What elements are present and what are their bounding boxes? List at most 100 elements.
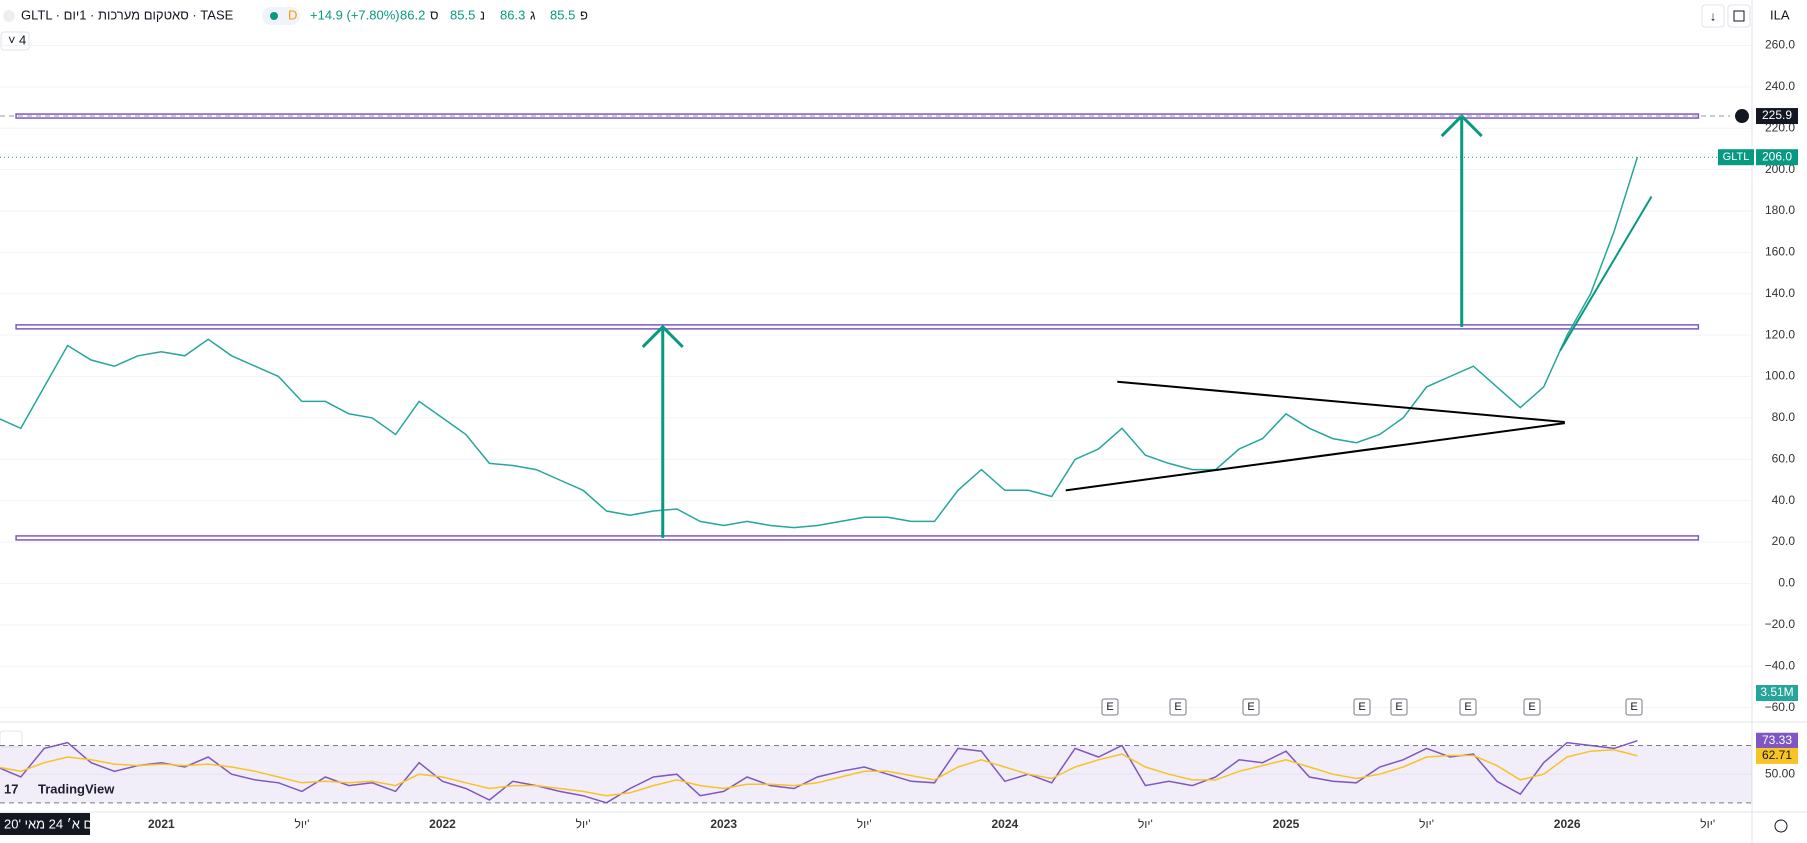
earnings-marker[interactable] <box>1390 698 1408 716</box>
y-tick-label: −40.0 <box>1765 658 1796 672</box>
earnings-label: E <box>1358 701 1365 713</box>
y-tick-label: 50.00 <box>1765 766 1795 780</box>
earnings-marker[interactable] <box>1353 698 1371 716</box>
ohlc-price: 85.5 <box>550 7 575 22</box>
earnings-marker[interactable] <box>1459 698 1477 716</box>
symbol-logo <box>3 10 15 22</box>
earnings-marker[interactable] <box>1101 698 1119 716</box>
y-tick-label: 200.0 <box>1765 162 1795 176</box>
y-tick-label: 160.0 <box>1765 245 1795 259</box>
symbol-badge-bg <box>1718 149 1754 166</box>
ohlc-price: 86.3 <box>500 7 525 22</box>
level-line <box>15 324 1700 330</box>
trendline <box>1065 422 1565 492</box>
volume-badge-bg <box>1756 685 1798 701</box>
y-tick-label: 60.0 <box>1772 451 1796 465</box>
x-tick-label: יול' <box>576 817 591 831</box>
rsi-line <box>0 749 1638 797</box>
download-icon: ↓ <box>1710 8 1717 23</box>
settings-icon[interactable] <box>1774 819 1788 833</box>
rsi-badge: 73.33 <box>1762 733 1792 747</box>
fullscreen-icon <box>1733 10 1745 22</box>
earnings-label: E <box>1528 701 1535 713</box>
x-tick-label: יול' <box>1700 817 1715 831</box>
rsi-collapse[interactable] <box>0 730 23 748</box>
y-tick-label: 100.0 <box>1765 369 1795 383</box>
price-line <box>0 156 1639 529</box>
chevron: ˅ <box>8 32 16 47</box>
crosshair-date-bg <box>0 813 90 835</box>
ohlc-price: 85.5 <box>450 7 475 22</box>
trendline <box>1559 196 1653 352</box>
status-dot <box>270 12 278 20</box>
ohlc: 86.2 ס 85.5 נ 86.3 ג 85.5 פ <box>400 7 588 22</box>
y-tick-label: 40.0 <box>1772 493 1796 507</box>
x-tick-label: 2023 <box>710 817 737 831</box>
rsi-badge-bg <box>1756 747 1798 764</box>
fullscreen-button[interactable] <box>1727 4 1751 28</box>
x-tick-label: 2021 <box>148 817 175 831</box>
logo-mark: 17 <box>4 781 18 796</box>
x-tick-label: יול' <box>857 817 872 831</box>
ohlc-price: 86.2 <box>400 7 425 22</box>
x-tick-label: 2024 <box>991 817 1018 831</box>
symbol-line[interactable]: GLTL · סאטקום מערכות · 1יום · TASE <box>21 7 234 22</box>
y-tick-label: 260.0 <box>1765 38 1795 52</box>
y-tick-label: 240.0 <box>1765 79 1795 93</box>
y-tick-label: 0.0 <box>1778 576 1795 590</box>
change: +14.9 (+7.80%) <box>310 7 400 22</box>
earnings-label: E <box>1174 701 1181 713</box>
x-tick-label: יול' <box>294 817 309 831</box>
rsi-badge: 62.71 <box>1762 748 1792 762</box>
earnings-label: E <box>1464 701 1471 713</box>
ohlc-letter: ג <box>530 7 536 22</box>
earnings-marker[interactable] <box>1625 698 1643 716</box>
y-tick-label: −20.0 <box>1765 617 1796 631</box>
earnings-label: E <box>1395 701 1402 713</box>
y-tick-label: 20.0 <box>1772 534 1796 548</box>
earnings-label: E <box>1106 701 1113 713</box>
add-alert[interactable] <box>1735 109 1749 124</box>
status-pill <box>262 7 300 25</box>
x-tick-label: יול' <box>1419 817 1434 831</box>
x-tick-label: 2022 <box>429 817 456 831</box>
y-tick-label: 180.0 <box>1765 203 1795 217</box>
last-price-badge-bg <box>1756 149 1798 166</box>
last-price-badge: 206.0 <box>1762 149 1792 163</box>
volume-badge: 3.51M <box>1760 685 1793 699</box>
level-badge-bg <box>1756 108 1798 125</box>
logo-text: TradingView <box>38 781 115 796</box>
header: GLTL · סאטקום מערכות · 1יום · TASE D +14… <box>0 4 1790 51</box>
ohlc-letter: פ <box>580 7 588 22</box>
earnings-marker[interactable] <box>1242 698 1260 716</box>
level-line <box>15 113 1700 119</box>
x-tick-label: יול' <box>1138 817 1153 831</box>
earnings-label: E <box>1247 701 1254 713</box>
rsi-badge-bg <box>1756 732 1798 749</box>
y-tick-label: 120.0 <box>1765 327 1795 341</box>
level-line <box>15 535 1700 541</box>
indicators-count: 4 <box>19 32 26 47</box>
symbol-badge: GLTL <box>1723 151 1750 163</box>
y-tick-label: 80.0 <box>1772 410 1796 424</box>
ohlc-letter: ס <box>430 7 439 22</box>
currency[interactable]: ILA <box>1770 7 1790 22</box>
download-button[interactable] <box>1701 4 1725 28</box>
interval-badge: D <box>288 7 297 22</box>
y-tick-label: −60.0 <box>1765 700 1796 714</box>
logo: 17 TradingView <box>4 781 115 796</box>
x-tick-label: 2025 <box>1273 817 1300 831</box>
level-badge: 225.9 <box>1762 108 1792 122</box>
earnings-marker[interactable] <box>1169 698 1187 716</box>
arrow-head <box>641 324 684 348</box>
rsi-band-fill <box>0 745 1752 803</box>
y-tick-label: 140.0 <box>1765 286 1795 300</box>
crosshair-date: יום א׳ 24 מאי '20 <box>4 816 99 831</box>
trendline <box>1117 380 1565 424</box>
earnings-label: E <box>1630 701 1637 713</box>
x-tick-label: 2026 <box>1554 817 1581 831</box>
earnings-marker[interactable] <box>1523 698 1541 716</box>
